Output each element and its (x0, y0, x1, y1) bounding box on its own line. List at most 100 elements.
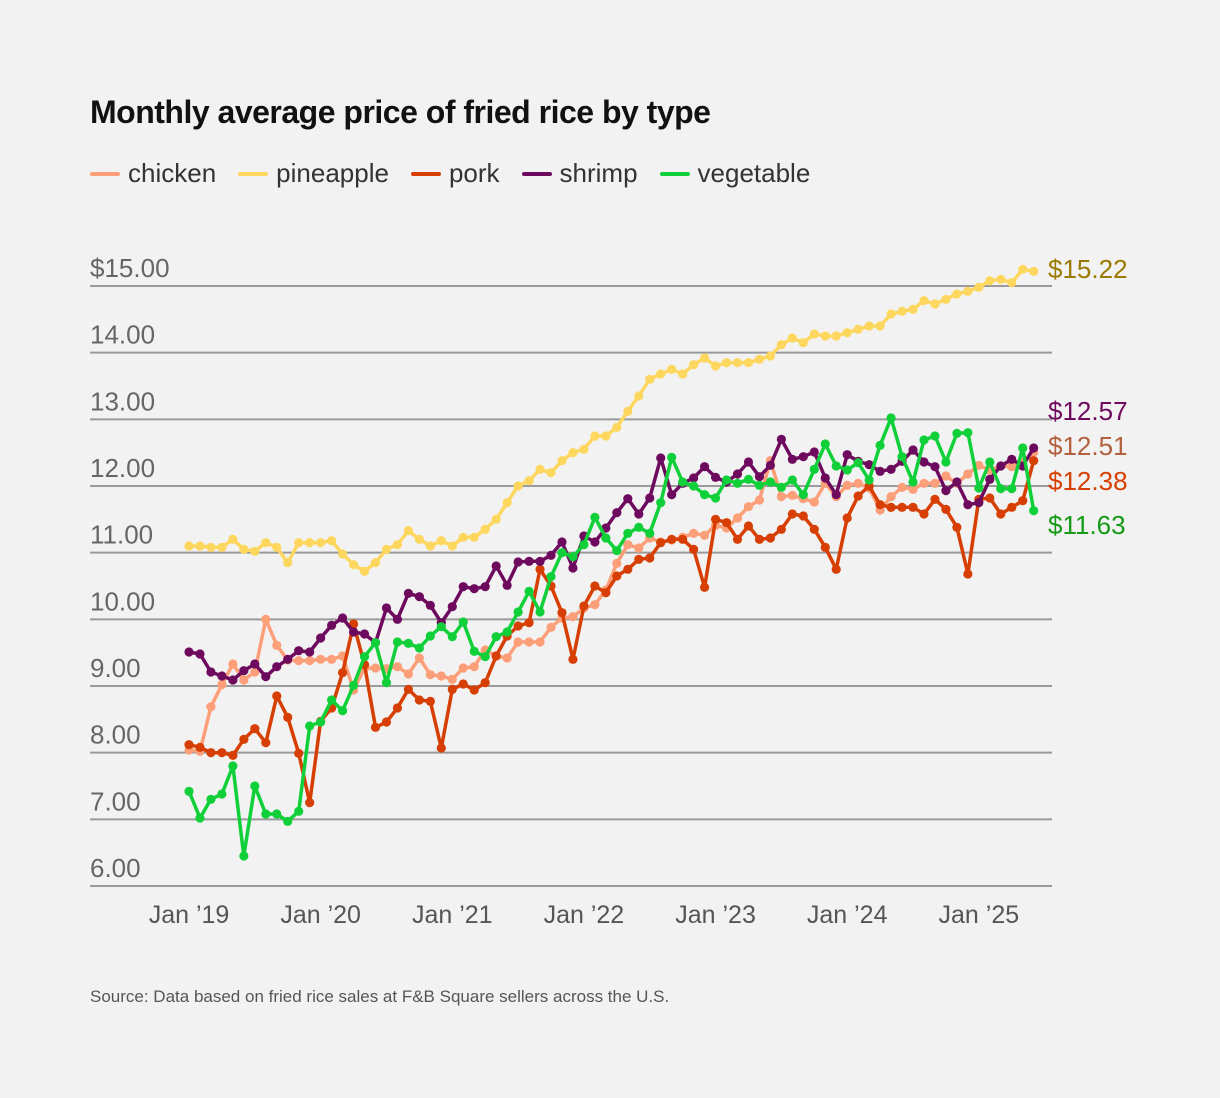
data-point-vegetable (1029, 506, 1039, 516)
data-point-vegetable (392, 637, 403, 647)
data-point-pork (228, 750, 238, 760)
data-point-shrimp (206, 667, 216, 677)
x-tick-label: Jan ’22 (544, 901, 625, 929)
chart-title: Monthly average price of fried rice by t… (90, 94, 711, 130)
data-point-vegetable (513, 607, 523, 617)
data-point-pork (919, 509, 929, 519)
data-point-vegetable (502, 627, 512, 637)
data-point-vegetable (590, 512, 600, 522)
data-point-shrimp (820, 473, 830, 483)
data-point-pork (656, 538, 666, 548)
data-point-vegetable (908, 477, 918, 487)
data-point-pork (1007, 502, 1017, 512)
data-point-pineapple (776, 340, 786, 350)
data-point-pineapple (217, 542, 227, 552)
data-point-pineapple (820, 331, 830, 341)
data-point-pork (765, 533, 776, 543)
data-point-pork (623, 564, 633, 574)
data-point-pineapple (458, 532, 468, 542)
data-point-pork (721, 518, 732, 528)
data-point-pork (842, 513, 852, 523)
data-point-pork (754, 534, 765, 544)
data-point-chicken (886, 492, 896, 502)
data-point-pork (930, 494, 940, 504)
legend-swatch (659, 171, 690, 176)
legend-swatch (521, 171, 552, 176)
data-point-shrimp (952, 477, 962, 487)
data-point-chicken (524, 637, 534, 647)
data-point-pork (963, 569, 973, 579)
data-point-pineapple (425, 541, 435, 551)
data-point-pineapple (623, 406, 633, 416)
data-point-chicken (568, 612, 578, 622)
data-point-shrimp (568, 563, 578, 573)
data-point-pineapple (656, 369, 666, 379)
data-point-pineapple (535, 464, 545, 474)
data-point-pineapple (348, 560, 359, 570)
legend-swatch (410, 171, 441, 176)
data-point-pork (535, 564, 545, 574)
data-point-vegetable (645, 528, 655, 538)
data-point-pineapple (469, 532, 479, 542)
data-point-pineapple (370, 558, 381, 568)
data-point-pork (217, 748, 227, 758)
data-point-pork (875, 500, 885, 510)
data-point-pork (447, 684, 457, 694)
data-point-shrimp (337, 613, 348, 623)
data-point-pineapple (195, 541, 205, 551)
data-point-shrimp (1029, 443, 1039, 453)
y-tick-label: 12.00 (90, 453, 155, 483)
data-point-chicken (502, 653, 512, 663)
data-point-pork (667, 534, 677, 544)
data-point-pineapple (327, 536, 337, 546)
data-point-chicken (316, 654, 326, 664)
data-point-vegetable (447, 632, 457, 642)
data-point-shrimp (765, 460, 776, 470)
data-point-pineapple (985, 276, 995, 286)
end-label-pineapple: $15.22 (1048, 254, 1128, 284)
data-point-pineapple (447, 541, 457, 551)
data-point-chicken (754, 495, 765, 505)
data-point-pork (908, 502, 918, 512)
data-point-pineapple (381, 544, 392, 554)
data-point-pork (634, 554, 644, 564)
data-point-chicken (612, 558, 622, 568)
data-point-vegetable (195, 813, 205, 823)
data-point-vegetable (721, 475, 732, 485)
data-point-chicken (809, 497, 819, 507)
data-point-vegetable (217, 789, 227, 799)
data-point-vegetable (820, 439, 830, 449)
y-tick-label: 10.00 (90, 586, 155, 616)
data-point-pineapple (524, 476, 534, 486)
data-point-vegetable (732, 478, 743, 488)
data-point-shrimp (239, 666, 249, 676)
legend-swatch (90, 171, 120, 176)
data-point-pineapple (1007, 278, 1017, 288)
data-point-pineapple (930, 299, 940, 309)
data-point-pineapple (272, 542, 282, 552)
data-point-chicken (469, 662, 479, 672)
data-point-chicken (513, 637, 523, 647)
data-point-pineapple (261, 538, 271, 548)
series-line-vegetable (187, 416, 1036, 858)
data-point-pineapple (765, 351, 776, 361)
data-point-vegetable (634, 522, 644, 532)
data-point-chicken (963, 469, 973, 479)
legend-label: vegetable (697, 158, 811, 188)
legend-item-chicken: chicken (90, 158, 216, 189)
x-tick-label: Jan ’19 (149, 901, 230, 929)
data-point-pork (513, 621, 523, 631)
data-point-shrimp (776, 434, 786, 444)
data-point-pineapple (754, 354, 765, 364)
end-label-pork: $12.38 (1048, 466, 1128, 496)
data-point-vegetable (557, 548, 567, 558)
data-point-pineapple (743, 358, 754, 368)
data-point-vegetable (919, 435, 929, 445)
data-point-shrimp (689, 473, 699, 483)
data-point-shrimp (305, 647, 315, 657)
data-point-vegetable (831, 461, 841, 471)
data-point-vegetable (184, 786, 194, 796)
data-point-pineapple (667, 364, 677, 374)
data-point-pineapple (250, 546, 260, 556)
data-point-pork (1018, 496, 1028, 506)
